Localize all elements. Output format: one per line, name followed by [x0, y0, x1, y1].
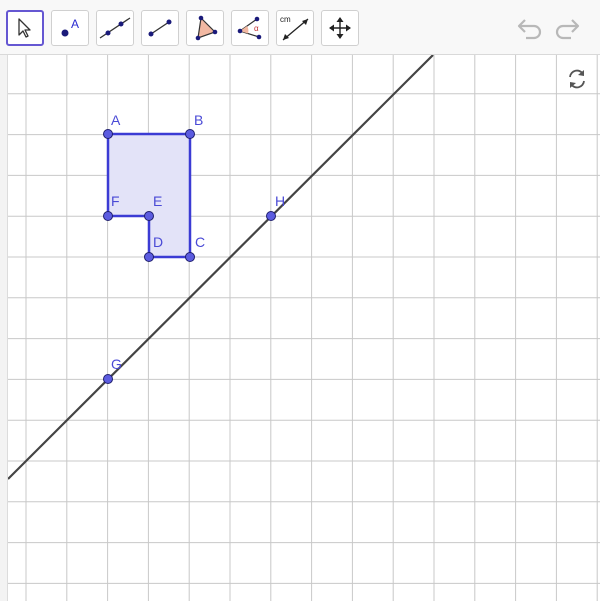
label-e: E: [153, 193, 162, 209]
label-a: A: [111, 112, 121, 128]
label-g: G: [111, 356, 122, 372]
polygon-abcdef[interactable]: [106, 132, 192, 259]
label-f: F: [111, 193, 120, 209]
point-f[interactable]: [103, 211, 113, 221]
point-d[interactable]: [144, 252, 154, 262]
refresh-icon: [569, 69, 585, 89]
polygon-tool-button[interactable]: [186, 10, 224, 46]
line-tool-button[interactable]: [96, 10, 134, 46]
label-b: B: [194, 112, 203, 128]
distance-tool-button[interactable]: cm: [276, 10, 314, 46]
point-h[interactable]: [266, 211, 276, 221]
move-graphics-tool-button[interactable]: [321, 10, 359, 46]
graphics-view[interactable]: A B C D E F G H: [8, 55, 600, 601]
undo-button[interactable]: [514, 13, 546, 43]
redo-button[interactable]: [551, 13, 583, 43]
move-tool-button[interactable]: [6, 10, 44, 46]
left-panel-edge[interactable]: [0, 55, 8, 601]
angle-tool-label: α: [254, 24, 259, 33]
point-tool-button[interactable]: A: [51, 10, 89, 46]
angle-tool-button[interactable]: α: [231, 10, 269, 46]
point-g[interactable]: [103, 374, 113, 384]
refresh-button[interactable]: [563, 65, 591, 93]
label-h: H: [275, 193, 285, 209]
point-e[interactable]: [144, 211, 154, 221]
grid: [8, 55, 600, 601]
point-tool-label: A: [71, 17, 79, 31]
segment-tool-button[interactable]: [141, 10, 179, 46]
toolbar: A α: [0, 0, 600, 55]
point-c[interactable]: [185, 252, 195, 262]
line-gh[interactable]: [8, 55, 434, 480]
point-icon: A: [61, 17, 79, 37]
angle-icon: α: [237, 16, 262, 40]
point-b[interactable]: [185, 129, 195, 139]
label-d: D: [153, 234, 163, 250]
polygon-icon: [195, 15, 218, 41]
line-icon: [99, 17, 131, 39]
label-c: C: [195, 234, 205, 250]
graphics-canvas[interactable]: A B C D E F G H: [8, 55, 600, 601]
segment-icon: [148, 19, 172, 37]
redo-icon: [555, 19, 580, 40]
undo-icon: [517, 19, 542, 40]
move-arrows-icon: [329, 17, 351, 39]
point-a[interactable]: [103, 129, 113, 139]
distance-icon: cm: [280, 15, 309, 41]
distance-tool-label: cm: [280, 15, 291, 24]
arrow-pointer-icon: [18, 18, 31, 38]
